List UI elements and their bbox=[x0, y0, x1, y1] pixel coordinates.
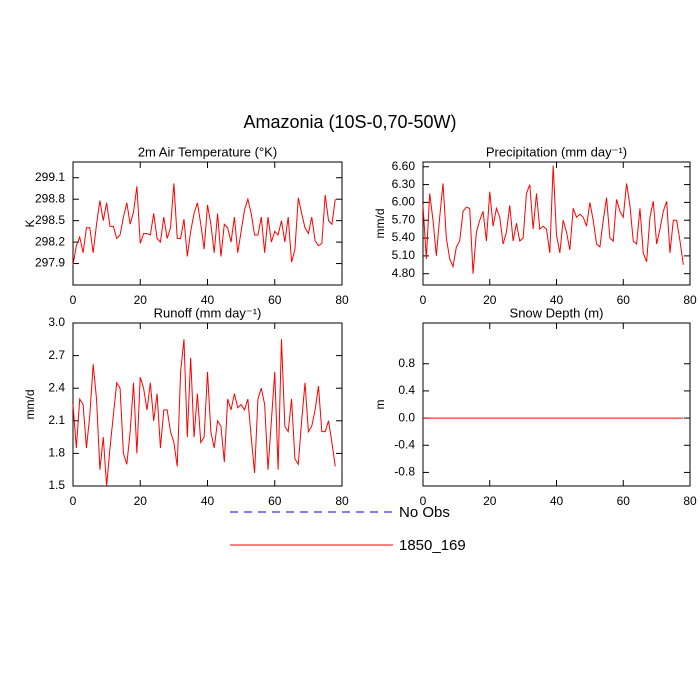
x-tick-label: 20 bbox=[483, 293, 497, 307]
x-tick-label: 40 bbox=[201, 494, 215, 508]
x-tick-label: 80 bbox=[683, 293, 697, 307]
y-tick-label: 1.8 bbox=[48, 446, 65, 460]
panel-title: Snow Depth (m) bbox=[510, 305, 604, 320]
y-tick-label: 298.5 bbox=[35, 213, 65, 227]
y-tick-label: 1.5 bbox=[48, 478, 65, 492]
y-tick-label: 6.30 bbox=[392, 177, 416, 191]
plot-frame bbox=[72, 161, 343, 286]
x-tick-label: 80 bbox=[683, 494, 697, 508]
y-tick-label: 5.70 bbox=[392, 212, 416, 226]
y-tick-label: 299.1 bbox=[35, 170, 65, 184]
y-axis-label: m bbox=[373, 400, 387, 410]
y-tick-label: 6.60 bbox=[392, 159, 416, 173]
y-tick-label: 0.0 bbox=[398, 410, 415, 424]
x-tick-label: 60 bbox=[617, 293, 631, 307]
x-tick-label: 20 bbox=[134, 293, 148, 307]
plot-frame bbox=[422, 322, 691, 487]
y-tick-label: 0.8 bbox=[398, 356, 415, 370]
x-tick-label: 80 bbox=[335, 293, 349, 307]
y-tick-label: 5.40 bbox=[392, 230, 416, 244]
y-tick-label: 298.2 bbox=[35, 234, 65, 248]
y-tick-label: 298.8 bbox=[35, 191, 65, 205]
x-tick-label: 40 bbox=[550, 293, 564, 307]
x-tick-label: 60 bbox=[268, 494, 282, 508]
legend-label: No Obs bbox=[399, 504, 450, 521]
x-tick-label: 0 bbox=[420, 494, 427, 508]
x-tick-label: 60 bbox=[268, 293, 282, 307]
x-tick-label: 80 bbox=[335, 494, 349, 508]
y-tick-label: 2.7 bbox=[48, 348, 65, 362]
x-tick-label: 0 bbox=[70, 494, 77, 508]
x-tick-label: 40 bbox=[201, 293, 215, 307]
panel-title: Runoff (mm day⁻¹) bbox=[154, 305, 262, 320]
x-tick-label: 20 bbox=[483, 494, 497, 508]
y-axis-label: mm/d bbox=[23, 390, 37, 420]
y-tick-label: -0.8 bbox=[394, 465, 415, 479]
plot-frame bbox=[72, 322, 343, 487]
panel-title: 2m Air Temperature (°K) bbox=[138, 144, 277, 159]
x-tick-label: 0 bbox=[70, 293, 77, 307]
y-tick-label: 5.10 bbox=[392, 248, 416, 262]
x-tick-label: 40 bbox=[550, 494, 564, 508]
data-line bbox=[72, 183, 336, 266]
data-line bbox=[72, 339, 336, 487]
y-tick-label: 6.00 bbox=[392, 195, 416, 209]
y-tick-label: 4.80 bbox=[392, 266, 416, 280]
x-tick-label: 0 bbox=[420, 293, 427, 307]
x-tick-label: 20 bbox=[134, 494, 148, 508]
y-tick-label: 2.1 bbox=[48, 413, 65, 427]
data-line bbox=[422, 165, 684, 274]
y-axis-label: mm/d bbox=[373, 209, 387, 239]
legend-label: 1850_169 bbox=[399, 537, 466, 554]
figure-title: Amazonia (10S-0,70-50W) bbox=[243, 112, 456, 132]
y-tick-label: 3.0 bbox=[48, 315, 65, 329]
panel-title: Precipitation (mm day⁻¹) bbox=[486, 144, 627, 159]
x-tick-label: 60 bbox=[617, 494, 631, 508]
y-axis-label: K bbox=[23, 219, 37, 227]
y-tick-label: -0.4 bbox=[394, 437, 415, 451]
y-tick-label: 2.4 bbox=[48, 380, 65, 394]
y-tick-label: 0.4 bbox=[398, 383, 415, 397]
y-tick-label: 297.9 bbox=[35, 256, 65, 270]
